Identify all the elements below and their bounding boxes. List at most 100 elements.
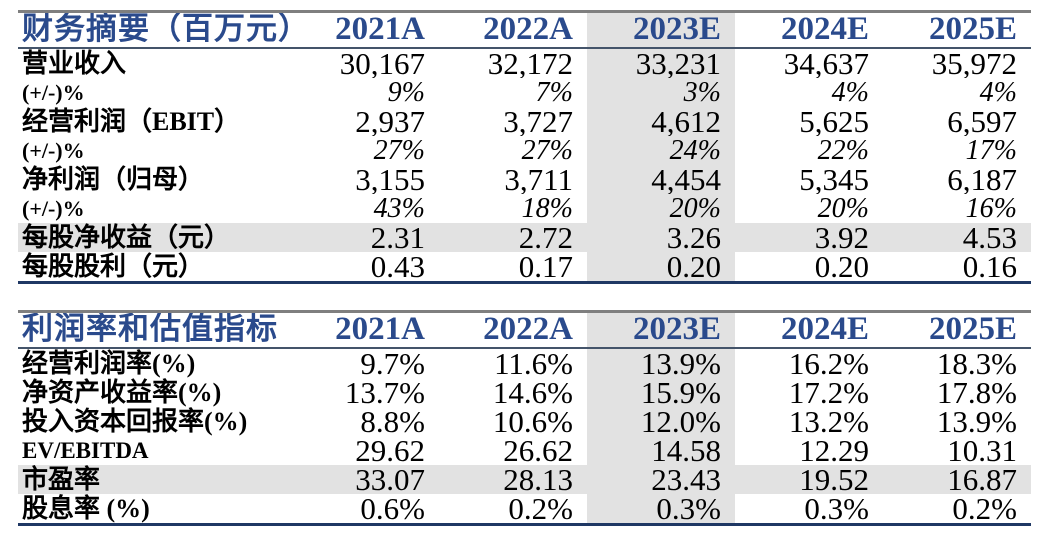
value-cell: 18.3% [936,348,1017,378]
table-row: (+/-)% 9% 7% 3% 4% 4% [18,78,1031,107]
table-row: (+/-)% 27% 27% 24% 22% 17% [18,136,1031,165]
value-cell: 33,231 [587,48,735,78]
value-cell: 13.2% [788,407,869,436]
table-row: EV/EBITDA 29.62 26.62 14.58 12.29 10.31 [18,436,1031,465]
value-cell: 29.62 [355,436,425,465]
value-cell: 0.3% [804,494,869,525]
value-cell: 20% [587,194,735,223]
value-cell: 9.7% [360,348,425,378]
value-cell: 0.6% [360,494,425,525]
value-cell: 3,155 [355,165,425,194]
row-label: 投入资本回报率(%) [22,407,248,436]
value-cell: 13.9% [936,407,1017,436]
value-cell: 2,937 [355,107,425,136]
year-header-highlighted: 2023E [587,311,735,349]
value-cell: 4,612 [587,107,735,136]
value-cell: 26.62 [503,436,573,465]
table-row: 经营利润（EBIT） 2,937 3,727 4,612 5,625 6,597 [18,107,1031,136]
row-label: EV/EBITDA [22,438,149,463]
value-cell: 27% [521,136,573,165]
value-cell: 11.6% [494,348,573,378]
value-cell: 0.3% [587,494,735,525]
year-header: 2021A [291,311,439,349]
value-cell: 23.43 [587,465,735,494]
value-cell: 16.2% [788,348,869,378]
year-header: 2022A [439,11,587,49]
table-row: 净资产收益率(%) 13.7% 14.6% 15.9% 17.2% 17.8% [18,378,1031,407]
value-cell: 5,345 [799,165,869,194]
value-cell: 18% [521,194,573,223]
value-cell: 2.31 [291,223,439,252]
table-row: 每股股利（元） 0.43 0.17 0.20 0.20 0.16 [18,252,1031,283]
value-cell: 32,172 [487,48,573,78]
year-header: 2022A [439,311,587,349]
value-cell: 14.58 [587,436,735,465]
value-cell: 9% [387,78,425,107]
year-header: 2021A [291,11,439,49]
value-cell: 13.7% [344,378,425,407]
financial-summary-table: 财务摘要（百万元） 2021A 2022A 2023E 2024E 2025E … [18,10,1031,284]
value-cell: 3.26 [587,223,735,252]
value-cell: 3,727 [503,107,573,136]
value-cell: 0.17 [518,252,573,283]
row-label: 净利润（归母） [22,165,205,194]
value-cell: 0.20 [814,252,869,283]
year-header: 2024E [735,311,883,349]
value-cell: 8.8% [360,407,425,436]
row-label: 经营利润（EBIT） [22,107,241,136]
value-cell: 6,597 [947,107,1017,136]
table-row-highlighted: 每股净收益（元） 2.31 2.72 3.26 3.92 4.53 [18,223,1031,252]
table-row: (+/-)% 43% 18% 20% 20% 16% [18,194,1031,223]
table-row-highlighted: 市盈率 33.07 28.13 23.43 19.52 16.87 [18,465,1031,494]
table-row: 营业收入 30,167 32,172 33,231 34,637 35,972 [18,48,1031,78]
year-header-highlighted: 2023E [587,11,735,49]
value-cell: 15.9% [587,378,735,407]
table-row: 经营利润率(%) 9.7% 11.6% 13.9% 16.2% 18.3% [18,348,1031,378]
value-cell: 4.53 [883,223,1031,252]
value-cell: 3.92 [735,223,883,252]
value-cell: 6,187 [947,165,1017,194]
row-label: (+/-)% [22,196,85,221]
row-label: (+/-)% [22,138,85,163]
value-cell: 0.2% [952,494,1017,525]
table-header-row: 财务摘要（百万元） 2021A 2022A 2023E 2024E 2025E [18,11,1031,49]
value-cell: 14.6% [492,378,573,407]
value-cell: 5,625 [799,107,869,136]
value-cell: 4,454 [587,165,735,194]
value-cell: 28.13 [439,465,587,494]
value-cell: 3,711 [504,165,573,194]
value-cell: 0.16 [962,252,1017,283]
value-cell: 10.6% [492,407,573,436]
value-cell: 3% [587,78,735,107]
year-header: 2024E [735,11,883,49]
value-cell: 43% [373,194,425,223]
value-cell: 19.52 [735,465,883,494]
value-cell: 17.8% [936,378,1017,407]
value-cell: 24% [587,136,735,165]
value-cell: 27% [373,136,425,165]
row-label: (+/-)% [22,80,85,105]
table-title: 财务摘要（百万元） [18,11,291,49]
value-cell: 30,167 [339,48,425,78]
table-header-row: 利润率和估值指标 2021A 2022A 2023E 2024E 2025E [18,311,1031,349]
valuation-metrics-table: 利润率和估值指标 2021A 2022A 2023E 2024E 2025E 经… [18,310,1031,526]
value-cell: 4% [979,78,1017,107]
value-cell: 20% [817,194,869,223]
row-label: 经营利润率(%) [22,349,196,378]
value-cell: 16.87 [883,465,1031,494]
value-cell: 13.9% [587,348,735,378]
row-label: 市盈率 [18,465,291,494]
table-row: 投入资本回报率(%) 8.8% 10.6% 12.0% 13.2% 13.9% [18,407,1031,436]
value-cell: 16% [965,194,1017,223]
row-label: 每股净收益（元） [18,223,291,252]
value-cell: 2.72 [439,223,587,252]
value-cell: 0.2% [508,494,573,525]
row-label: 每股股利（元） [22,252,205,281]
value-cell: 7% [535,78,573,107]
value-cell: 4% [831,78,869,107]
value-cell: 0.20 [587,252,735,283]
value-cell: 17.2% [788,378,869,407]
year-header: 2025E [883,311,1031,349]
row-label: 股息率 (%) [22,494,150,523]
value-cell: 0.43 [370,252,425,283]
